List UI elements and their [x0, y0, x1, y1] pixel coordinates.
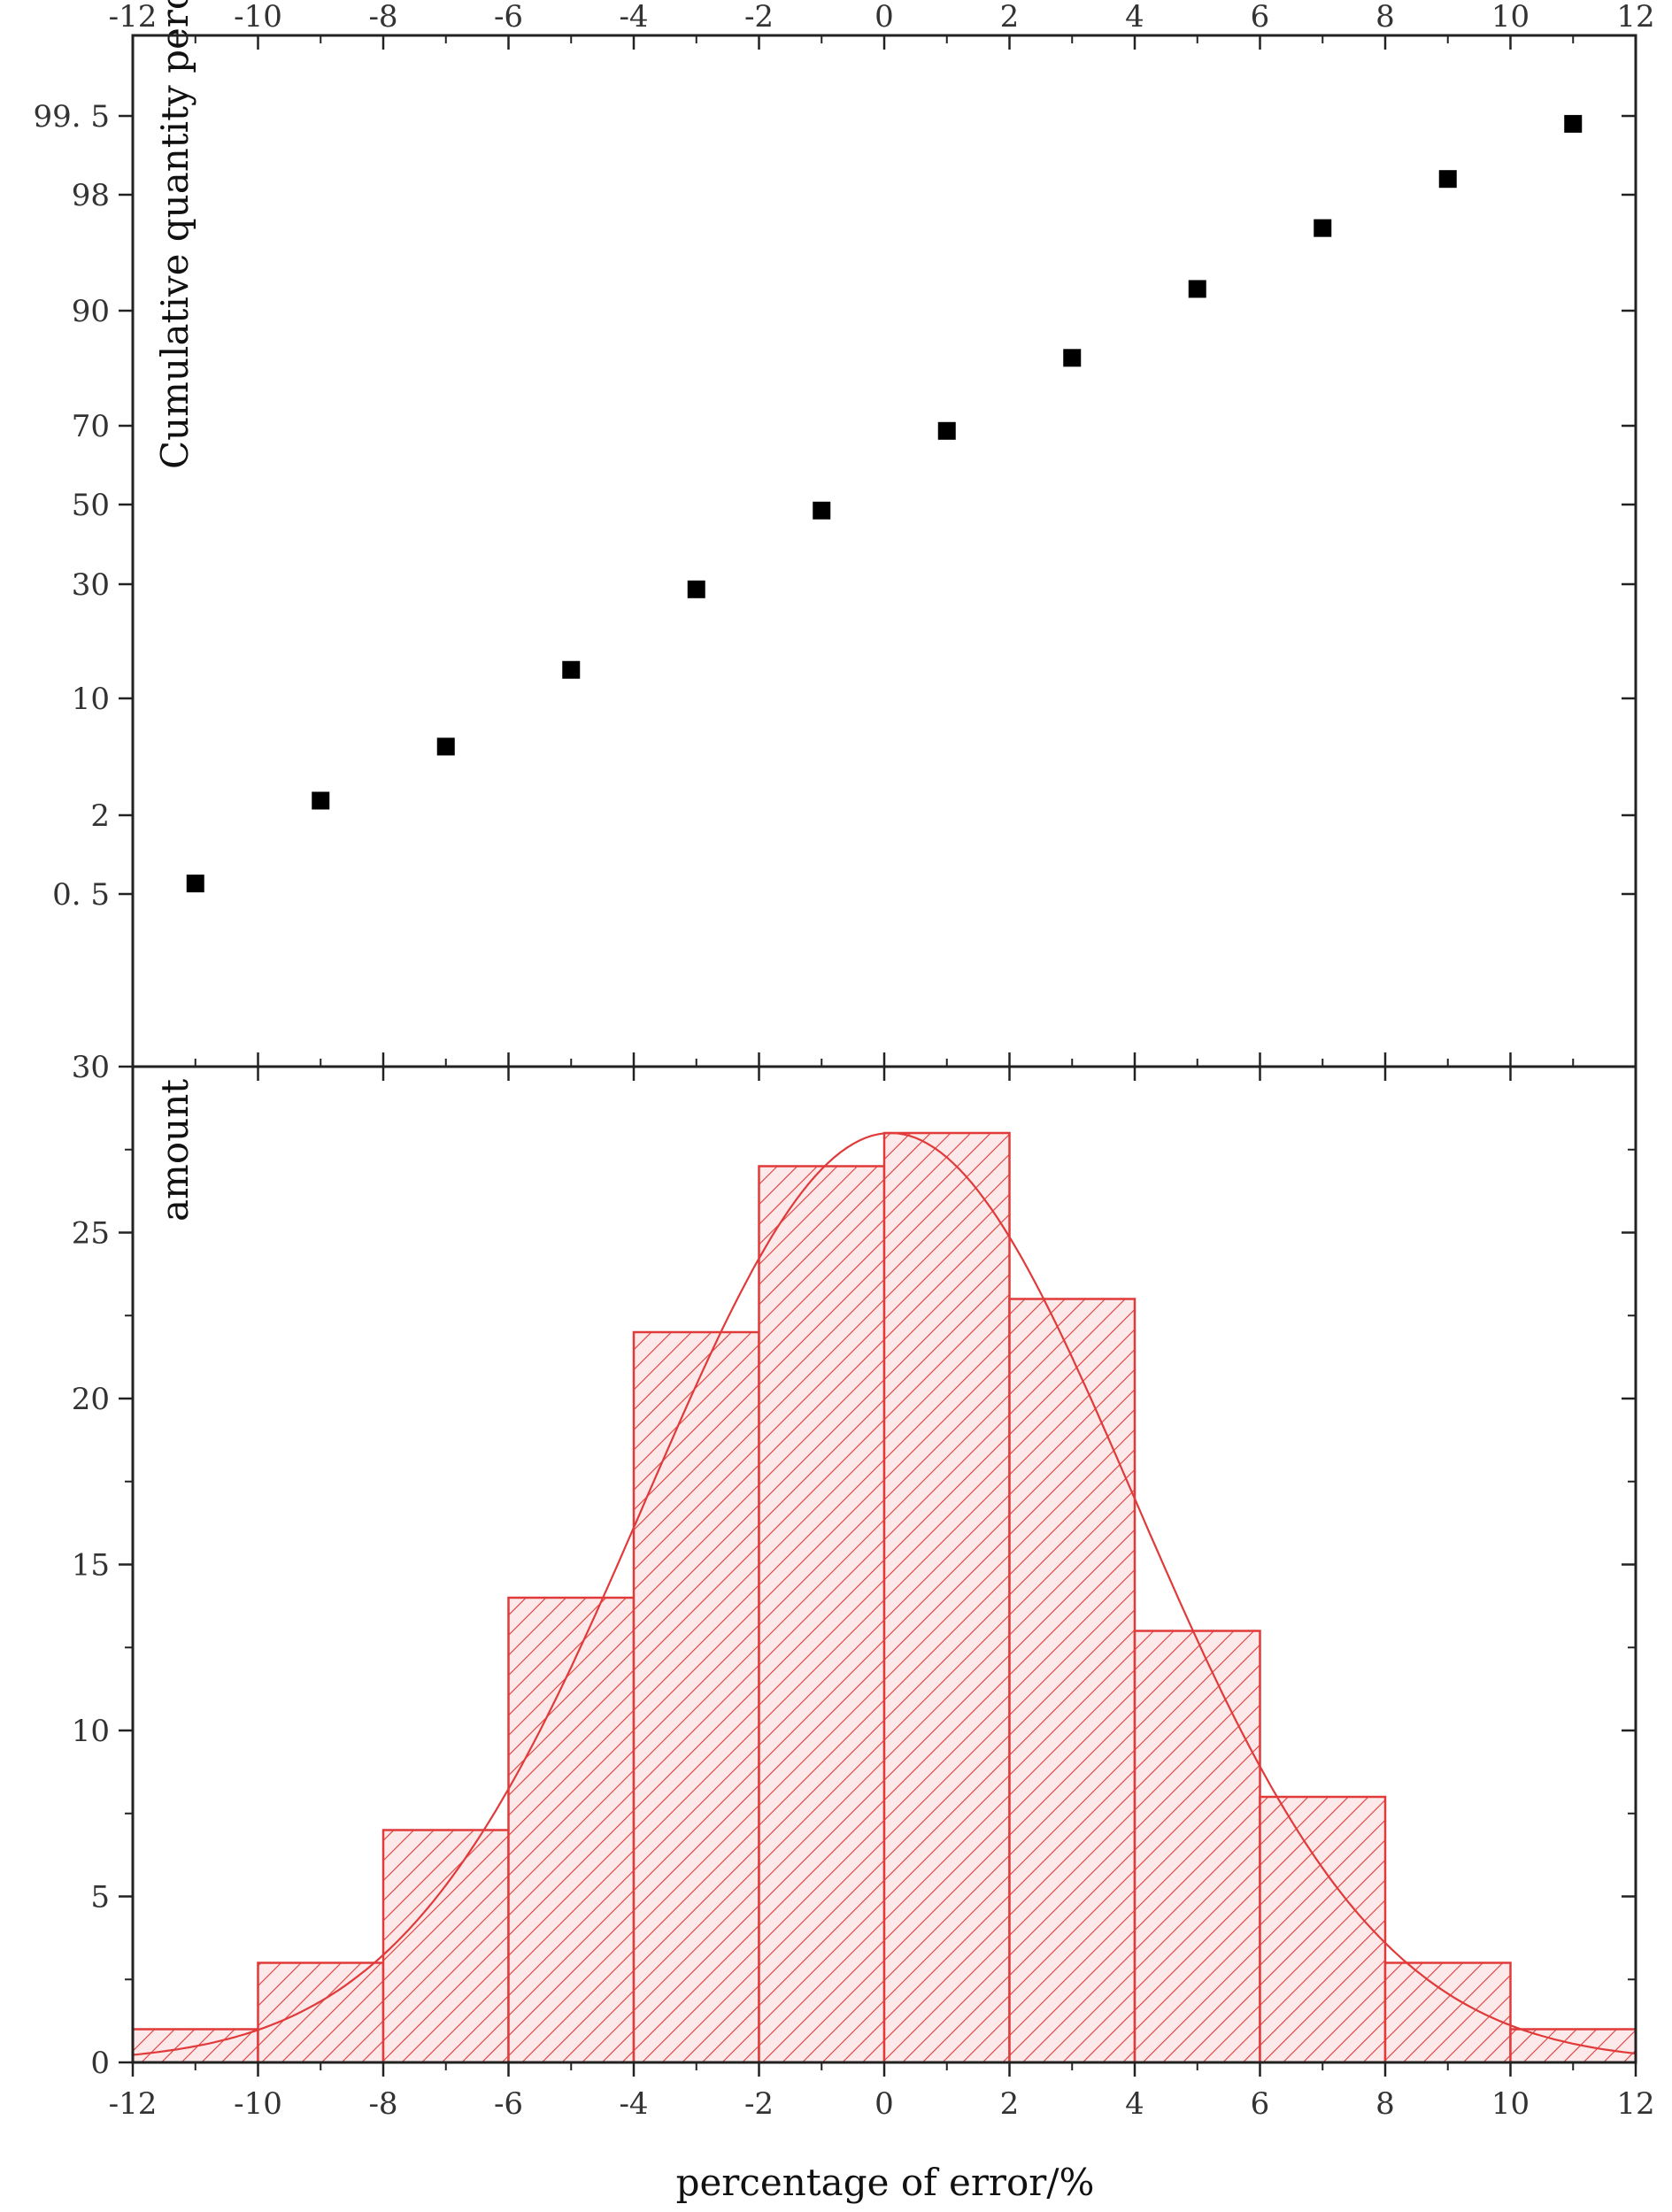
y-tick-label-bottom: 25: [72, 1216, 110, 1252]
histogram-bar: [1383, 1962, 1512, 2064]
x-tick-label-top: -2: [744, 0, 774, 35]
scatter-point: [813, 501, 831, 520]
histogram-bar: [381, 1829, 510, 2064]
x-tick-label-bottom: -10: [234, 2086, 282, 2122]
bottom-xlabel: percentage of error/%: [676, 2161, 1095, 2204]
bottom-histogram-chart: -12 -10 -8 -6 -4 -2 0 2 4 6 8 10 12 0 5 10 15 20 25 30 amou…: [72, 1050, 1655, 2204]
histogram-bar: [1008, 1298, 1136, 2064]
x-tick-label-bottom: 6: [1251, 2086, 1270, 2122]
x-tick-label-top: 10: [1491, 0, 1529, 35]
x-tick-label-top: 12: [1616, 0, 1654, 35]
top-probability-chart: -12 -10 -8 -6 -4 -2 0 2 4 6 8 10 12 0. 5 2 10 30 50 70 90 98…: [33, 0, 1655, 1067]
histogram-bar: [257, 1962, 385, 2064]
x-tick-label-top: -6: [494, 0, 523, 35]
bottom-chart-tick-labels: -12 -10 -8 -6 -4 -2 0 2 4 6 8 10 12 0 5 10 15 20 25 30: [72, 1050, 1655, 2122]
histogram-bar: [1509, 2028, 1637, 2064]
x-tick-label-bottom: 0: [875, 2086, 894, 2122]
bottom-plot-frame: [131, 1065, 1637, 2064]
top-chart-tick-labels: -12 -10 -8 -6 -4 -2 0 2 4 6 8 10 12 0. 5 2 10 30 50 70 90 98…: [33, 0, 1654, 913]
y-tick-label-bottom: 0: [90, 2046, 110, 2081]
histogram-bar: [632, 1330, 760, 2064]
x-tick-label-bottom: -2: [744, 2086, 774, 2122]
y-tick-label-top: 30: [72, 567, 110, 603]
y-tick-label-bottom: 10: [72, 1714, 110, 1749]
y-tick-label-top: 0. 5: [52, 877, 110, 913]
x-tick-label-top: 6: [1251, 0, 1270, 35]
scatter-point: [562, 660, 581, 679]
y-tick-label-bottom: 15: [72, 1548, 110, 1584]
x-tick-label-top: -4: [619, 0, 648, 35]
x-tick-label-bottom: -8: [368, 2086, 397, 2122]
scatter-points: [186, 114, 1583, 893]
y-tick-label-top: 99. 5: [33, 99, 110, 135]
x-tick-label-top: 2: [1000, 0, 1020, 35]
scatter-point: [1438, 170, 1457, 189]
y-tick-label-top: 10: [72, 682, 110, 717]
x-tick-label-bottom: -12: [109, 2086, 158, 2122]
y-tick-label-top: 98: [72, 178, 110, 213]
x-tick-label-bottom: 4: [1125, 2086, 1144, 2122]
histogram-bar: [758, 1165, 886, 2064]
x-tick-label-bottom: 12: [1616, 2086, 1654, 2122]
top-chart-ticks: [119, 35, 1637, 1067]
y-tick-label-bottom: 30: [72, 1050, 110, 1085]
x-tick-label-top: 4: [1125, 0, 1144, 35]
scatter-point: [436, 737, 455, 756]
y-tick-label-bottom: 20: [72, 1382, 110, 1417]
x-tick-label-top: 8: [1375, 0, 1395, 35]
x-tick-label-top: 0: [875, 0, 894, 35]
histogram-bar: [1133, 1630, 1261, 2064]
y-tick-label-top: 50: [72, 488, 110, 523]
y-tick-label-top: 90: [72, 294, 110, 329]
x-tick-label-bottom: 10: [1491, 2086, 1529, 2122]
scatter-point: [1063, 349, 1082, 367]
top-plot-frame: [131, 34, 1637, 1068]
scatter-point: [687, 580, 705, 598]
scatter-point: [186, 875, 204, 893]
histogram-bar: [1259, 1795, 1387, 2064]
x-tick-label-bottom: 8: [1375, 2086, 1395, 2122]
normal-fit-curve: [132, 1131, 1637, 2056]
scatter-point: [312, 791, 330, 810]
scatter-point: [1564, 114, 1583, 133]
x-tick-label-top: -10: [234, 0, 282, 35]
x-tick-label-bottom: 2: [1000, 2086, 1020, 2122]
histogram-bar: [882, 1131, 1011, 2064]
x-tick-label-top: -12: [109, 0, 158, 35]
bottom-ylabel: amount: [153, 1079, 196, 1222]
y-tick-label-bottom: 5: [90, 1880, 110, 1915]
histogram-bar: [507, 1596, 636, 2064]
x-tick-label-top: -8: [368, 0, 397, 35]
scatter-point: [1188, 280, 1206, 298]
y-tick-label-top: 70: [72, 409, 110, 444]
plot-frames: [131, 34, 1637, 2064]
scatter-point: [1314, 219, 1332, 237]
y-tick-label-top: 2: [90, 798, 110, 834]
histogram-bars: [131, 1131, 1637, 2064]
scatter-point: [937, 421, 956, 440]
x-tick-label-bottom: -4: [619, 2086, 648, 2122]
x-tick-label-bottom: -6: [494, 2086, 523, 2122]
top-ylabel: Cumulative quantity percentage: [153, 0, 196, 469]
